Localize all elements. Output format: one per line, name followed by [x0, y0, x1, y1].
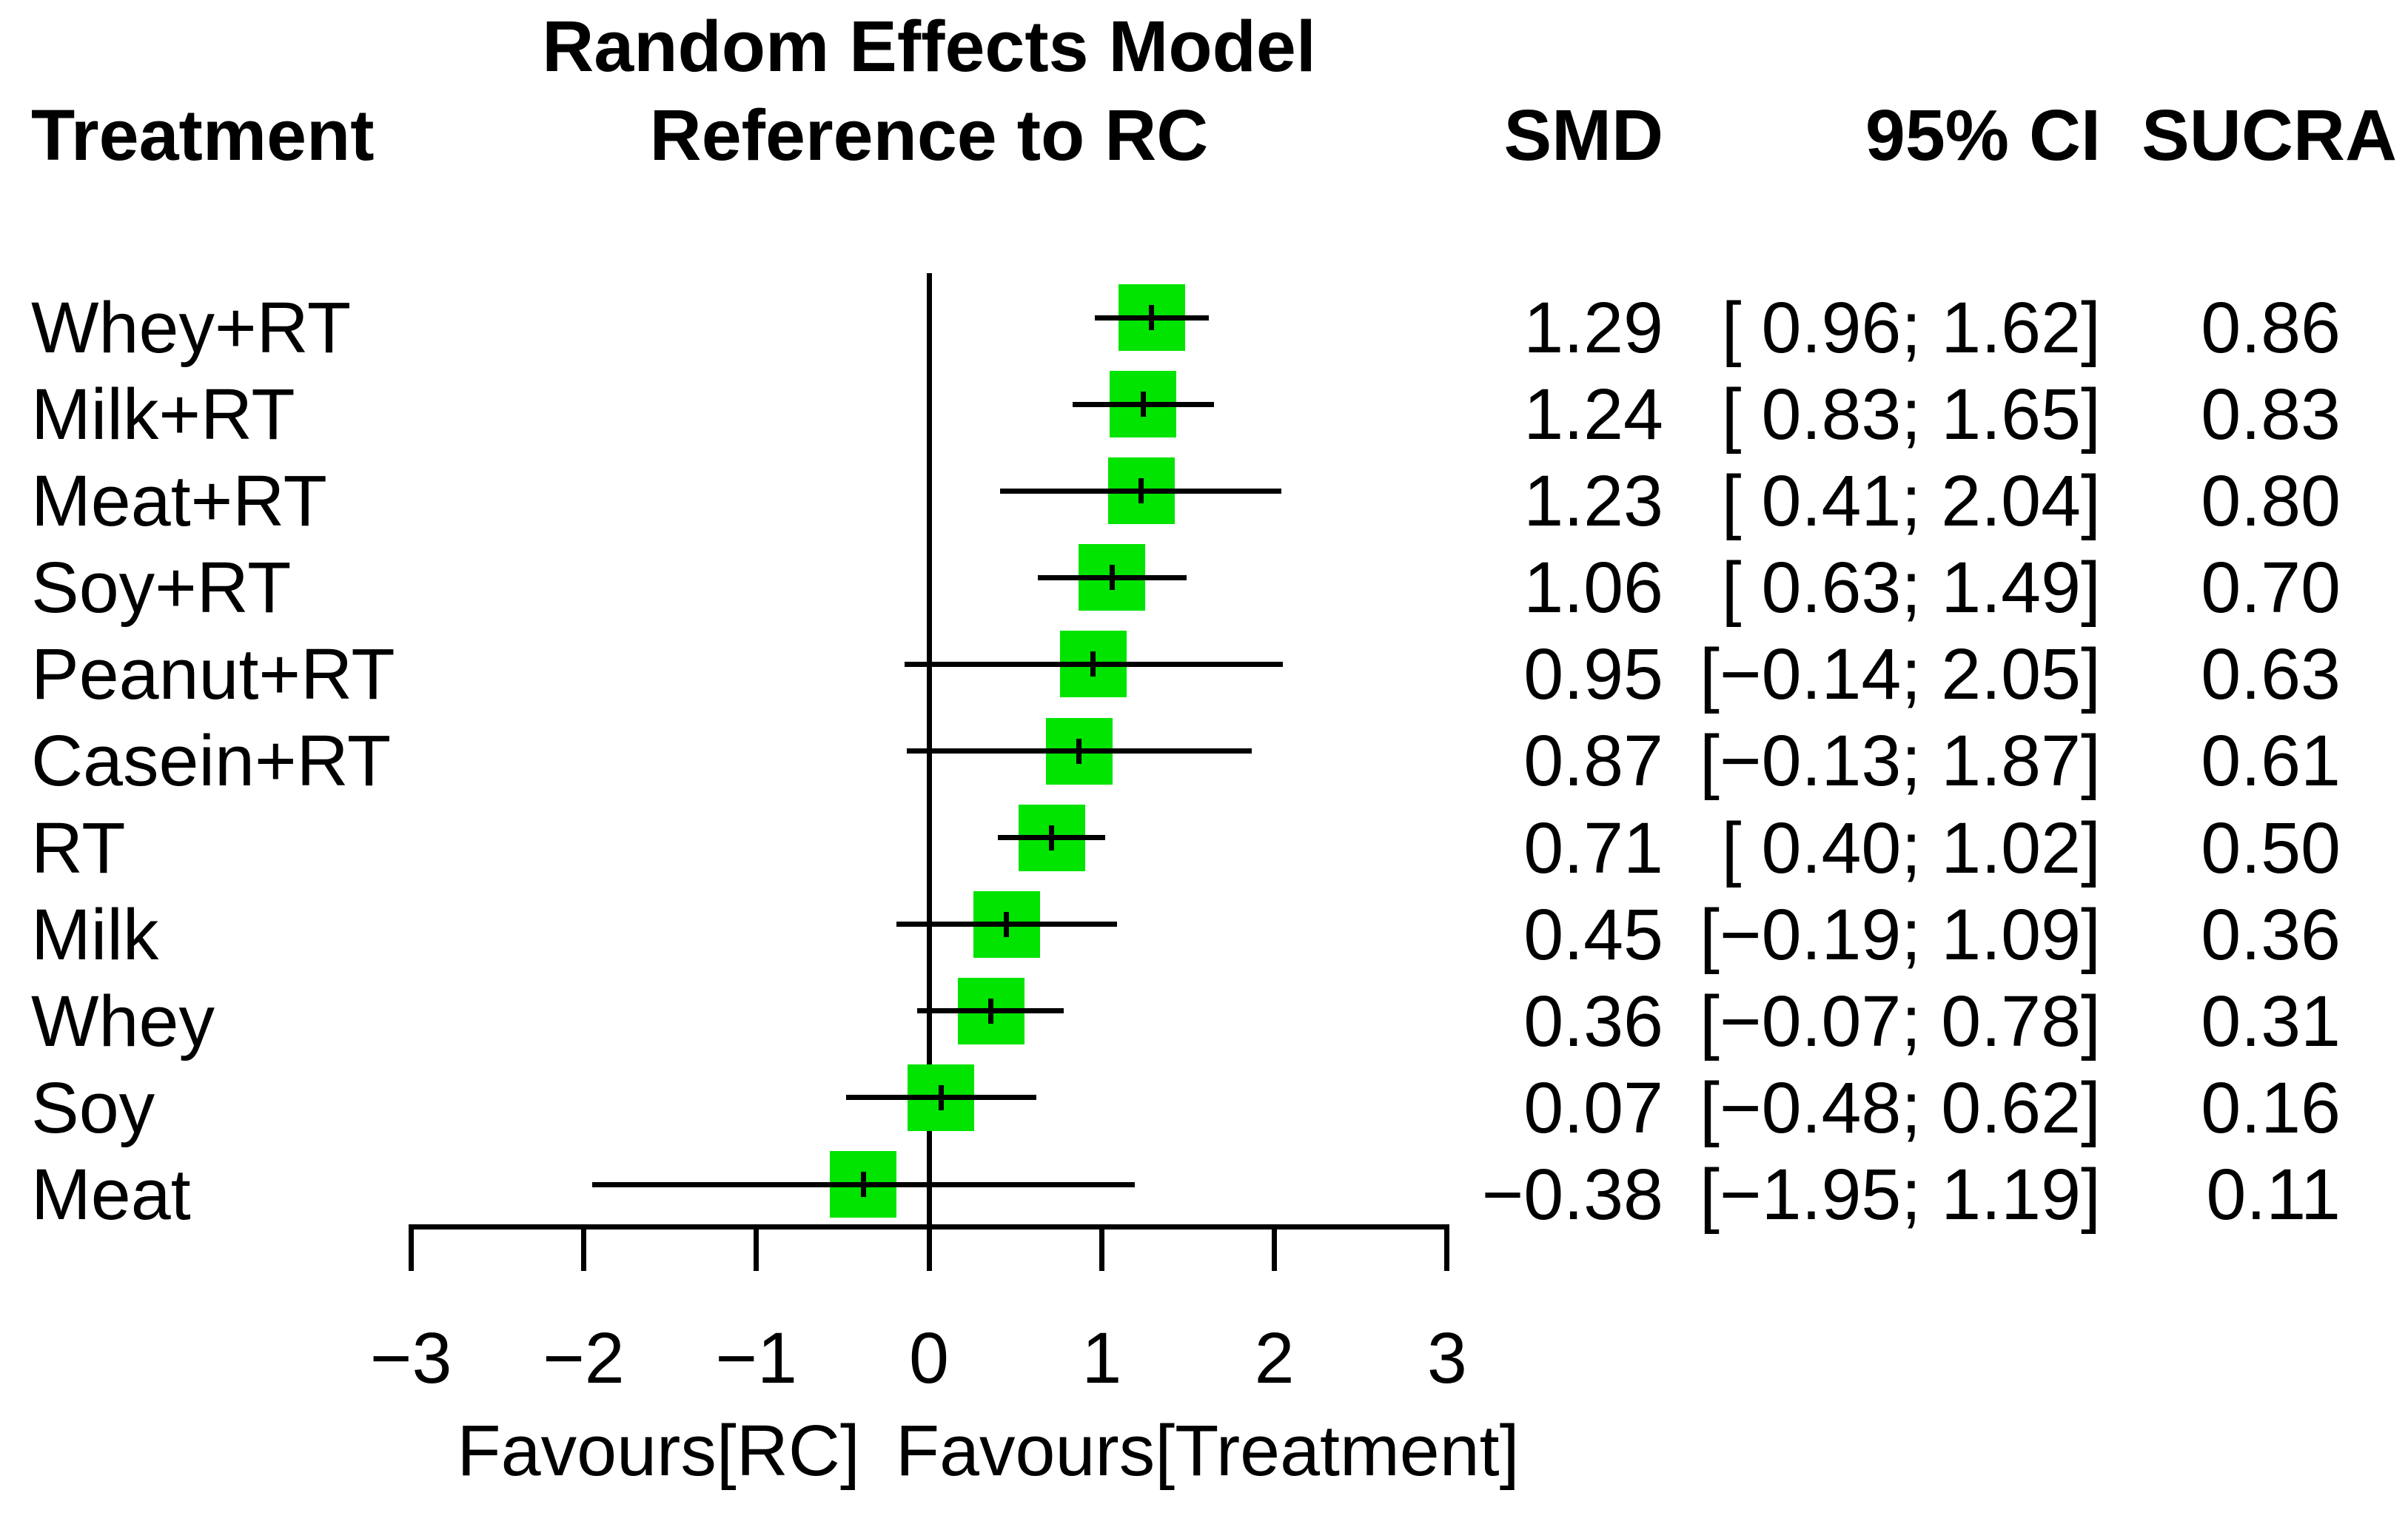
- treatment-label: Meat+RT: [31, 460, 327, 542]
- sucra-value: 0.70: [2201, 547, 2341, 628]
- axis-caption: Favours[RC] Favours[Treatment]: [0, 1410, 1976, 1492]
- treatment-label: Milk: [31, 893, 159, 975]
- treatment-label: Whey+RT: [31, 287, 352, 368]
- smd-value: 0.87: [1523, 720, 1663, 802]
- axis-tick-label: −3: [369, 1318, 452, 1398]
- axis-tick-label: −1: [715, 1318, 797, 1398]
- sucra-value: 0.83: [2201, 374, 2341, 455]
- smd-center-tick: [1076, 738, 1082, 764]
- smd-center-tick: [1140, 392, 1146, 417]
- axis-tick: [1444, 1224, 1450, 1271]
- smd-center-tick: [1090, 651, 1096, 677]
- sucra-value: 0.50: [2201, 807, 2341, 888]
- ci-value-column: [ 0.96; 1.62][ 0.83; 1.65][ 0.41; 2.04][…: [1657, 284, 2101, 1238]
- sucra-value: 0.31: [2201, 980, 2341, 1061]
- smd-value: −0.38: [1481, 1153, 1663, 1235]
- ci-value: [−0.13; 1.87]: [1699, 720, 2101, 802]
- ci-value: [ 0.40; 1.02]: [1721, 807, 2101, 888]
- smd-value: 0.95: [1523, 634, 1663, 715]
- treatment-label: Soy+RT: [31, 547, 292, 628]
- smd-value: 1.24: [1523, 374, 1663, 455]
- treatment-label: Milk+RT: [31, 374, 295, 455]
- ci-value: [−0.19; 1.09]: [1699, 893, 2101, 975]
- axis-tick-label: 2: [1254, 1318, 1295, 1398]
- header-smd-column: SMD: [1503, 95, 1663, 175]
- ci-value: [−0.07; 0.78]: [1699, 980, 2101, 1061]
- smd-value: 1.06: [1523, 547, 1663, 628]
- sucra-value-column: 0.86 0.83 0.80 0.70 0.63 0.61 0.50 0.36 0.31 0.16…: [2045, 284, 2341, 1238]
- ci-value: [−0.14; 2.05]: [1699, 634, 2101, 715]
- header-treatment-column: Treatment: [31, 95, 375, 175]
- axis-tick-label: 3: [1426, 1318, 1467, 1398]
- smd-center-tick: [938, 1084, 944, 1110]
- sucra-value: 0.11: [2206, 1153, 2341, 1235]
- smd-center-tick: [1138, 478, 1144, 504]
- ci-value: [−1.95; 1.19]: [1699, 1153, 2101, 1235]
- axis-caption-left: Favours[RC]: [457, 1410, 860, 1491]
- smd-value: 0.45: [1523, 893, 1663, 975]
- ci-value: [−0.48; 0.62]: [1699, 1067, 2101, 1148]
- smd-value-column: 1.29 1.24 1.23 1.06 0.95 0.87 0.71 0.45 0.36 0.07…: [1367, 284, 1663, 1238]
- smd-center-tick: [1004, 911, 1010, 937]
- axis-tick-label: 0: [909, 1318, 949, 1398]
- sucra-value: 0.16: [2201, 1067, 2341, 1148]
- treatment-label: Peanut+RT: [31, 634, 395, 715]
- smd-value: 1.23: [1523, 460, 1663, 542]
- smd-value: 0.71: [1523, 807, 1663, 888]
- treatment-label: Meat: [31, 1153, 191, 1235]
- sucra-value: 0.63: [2201, 634, 2341, 715]
- axis-caption-right: Favours[Treatment]: [895, 1410, 1520, 1491]
- treatment-label: RT: [31, 807, 126, 888]
- sucra-value: 0.61: [2201, 720, 2341, 802]
- ci-value: [ 0.83; 1.65]: [1721, 374, 2101, 455]
- ci-value: [ 0.41; 2.04]: [1721, 460, 2101, 542]
- header-ci-column: 95% CI: [1865, 95, 2101, 175]
- reference-line: [926, 273, 932, 1271]
- header-sucra-column: SUCRA: [2142, 95, 2397, 175]
- axis-tick-label: −2: [543, 1318, 625, 1398]
- header-model-line2: Reference to RC: [649, 95, 1209, 175]
- axis-tick: [754, 1224, 759, 1271]
- sucra-value: 0.36: [2201, 893, 2341, 975]
- smd-value: 0.07: [1523, 1067, 1663, 1148]
- header-model-line1: Random Effects Model: [542, 6, 1316, 87]
- axis-tick: [408, 1224, 414, 1271]
- smd-center-tick: [860, 1172, 866, 1197]
- smd-value: 0.36: [1523, 980, 1663, 1061]
- ci-value: [ 0.96; 1.62]: [1721, 287, 2101, 368]
- smd-value: 1.29: [1523, 287, 1663, 368]
- axis-tick-label: 1: [1081, 1318, 1122, 1398]
- treatment-label: Soy: [31, 1067, 155, 1148]
- smd-center-tick: [988, 998, 994, 1024]
- treatment-label-column: Whey+RT Milk+RT Meat+RT Soy+RT Peanut+RT Case…: [31, 284, 697, 1238]
- sucra-value: 0.80: [2201, 460, 2341, 542]
- axis-tick: [926, 1224, 932, 1271]
- axis-tick: [1272, 1224, 1278, 1271]
- axis-tick: [1099, 1224, 1104, 1271]
- smd-center-tick: [1049, 825, 1055, 851]
- sucra-value: 0.86: [2201, 287, 2341, 368]
- smd-center-tick: [1149, 305, 1155, 330]
- axis-tick: [580, 1224, 586, 1271]
- smd-center-tick: [1109, 565, 1115, 591]
- ci-value: [ 0.63; 1.49]: [1721, 547, 2101, 628]
- treatment-label: Whey: [31, 980, 215, 1061]
- treatment-label: Casein+RT: [31, 720, 392, 802]
